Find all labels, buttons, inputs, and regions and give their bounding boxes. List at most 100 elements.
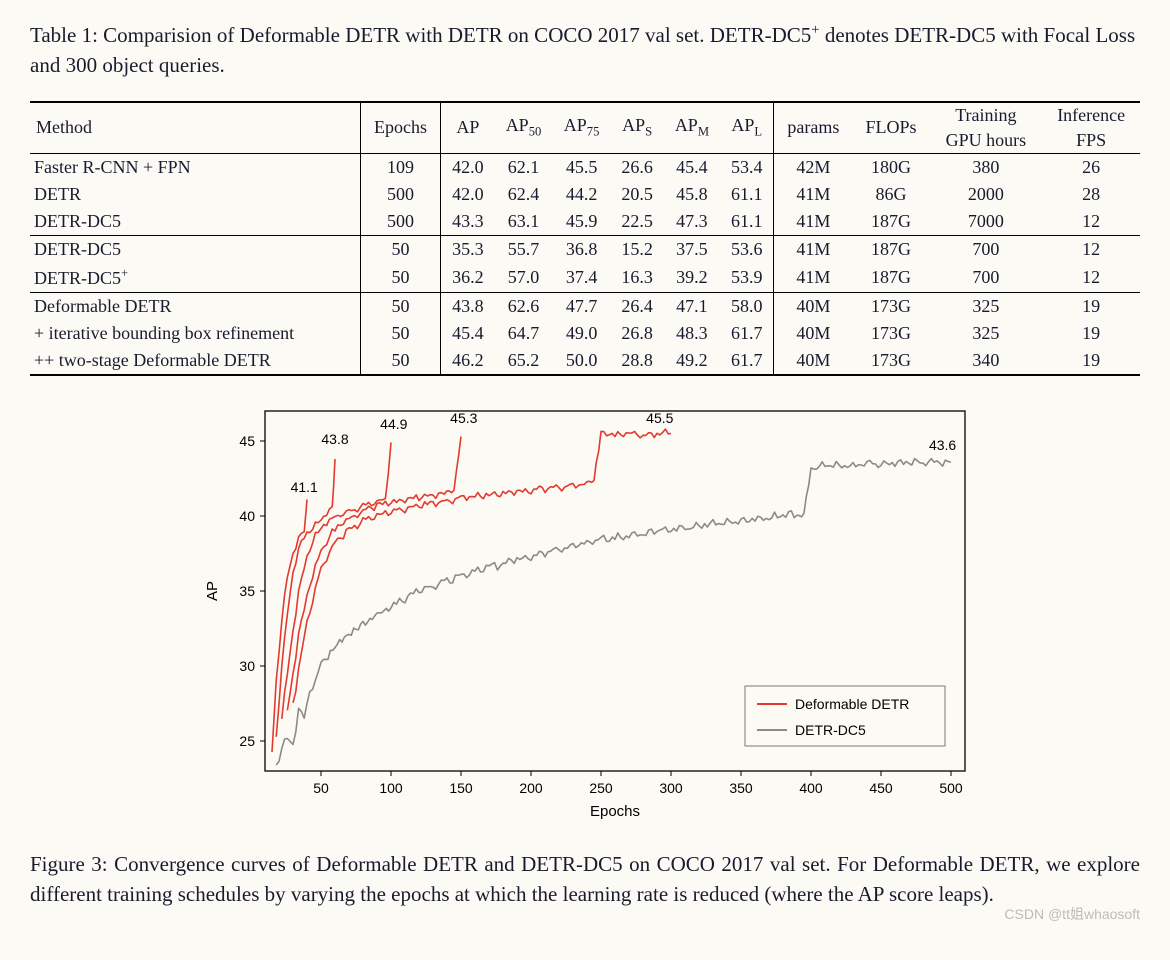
cell-ap50: 55.7 xyxy=(494,235,552,263)
cell-ap75: 45.5 xyxy=(553,153,611,181)
cell-train: 380 xyxy=(929,153,1042,181)
cell-train: 325 xyxy=(929,320,1042,347)
svg-text:43.8: 43.8 xyxy=(321,431,348,447)
comparison-table: Method Epochs AP AP50 AP75 APS APM APL p… xyxy=(30,101,1140,376)
cell-epochs: 50 xyxy=(360,320,441,347)
cell-method: DETR-DC5 xyxy=(30,208,360,236)
table-caption-text1: Comparision of Deformable DETR with DETR… xyxy=(98,23,811,47)
cell-epochs: 500 xyxy=(360,208,441,236)
cell-aps: 28.8 xyxy=(611,347,664,375)
cell-ap50: 64.7 xyxy=(494,320,552,347)
svg-text:45: 45 xyxy=(239,433,255,449)
cell-params: 41M xyxy=(774,208,853,236)
cell-apm: 45.4 xyxy=(664,153,720,181)
cell-flops: 187G xyxy=(853,263,930,293)
cell-flops: 187G xyxy=(853,235,930,263)
cell-flops: 173G xyxy=(853,320,930,347)
col-method: Method xyxy=(30,102,360,153)
cell-ap: 43.8 xyxy=(441,292,495,320)
convergence-chart: 501001502002503003504004505002530354045E… xyxy=(185,396,985,831)
svg-text:50: 50 xyxy=(313,780,329,796)
cell-apm: 37.5 xyxy=(664,235,720,263)
cell-ap: 36.2 xyxy=(441,263,495,293)
cell-apl: 53.4 xyxy=(720,153,774,181)
cell-apl: 61.1 xyxy=(720,181,774,208)
cell-method: DETR xyxy=(30,181,360,208)
cell-aps: 20.5 xyxy=(611,181,664,208)
table-caption: Table 1: Comparision of Deformable DETR … xyxy=(30,20,1140,81)
cell-apl: 61.7 xyxy=(720,320,774,347)
cell-train: 325 xyxy=(929,292,1042,320)
cell-epochs: 500 xyxy=(360,181,441,208)
cell-params: 40M xyxy=(774,292,853,320)
svg-text:45.3: 45.3 xyxy=(450,410,477,426)
figure-caption-text: Convergence curves of Deformable DETR an… xyxy=(30,852,1140,906)
col-training-l2: GPU hours xyxy=(929,128,1042,153)
cell-apm: 45.8 xyxy=(664,181,720,208)
cell-ap: 43.3 xyxy=(441,208,495,236)
cell-apm: 39.2 xyxy=(664,263,720,293)
cell-ap: 42.0 xyxy=(441,153,495,181)
col-epochs: Epochs xyxy=(360,102,441,153)
cell-method: DETR-DC5+ xyxy=(30,263,360,293)
cell-ap75: 50.0 xyxy=(553,347,611,375)
table-row: ++ two-stage Deformable DETR5046.265.250… xyxy=(30,347,1140,375)
cell-params: 42M xyxy=(774,153,853,181)
cell-train: 700 xyxy=(929,263,1042,293)
cell-ap50: 62.4 xyxy=(494,181,552,208)
cell-apl: 61.7 xyxy=(720,347,774,375)
cell-fps: 19 xyxy=(1042,347,1140,375)
cell-ap75: 49.0 xyxy=(553,320,611,347)
cell-flops: 187G xyxy=(853,208,930,236)
table-row: DETR-DC550043.363.145.922.547.361.141M18… xyxy=(30,208,1140,236)
cell-epochs: 50 xyxy=(360,235,441,263)
svg-text:300: 300 xyxy=(659,780,683,796)
cell-aps: 26.6 xyxy=(611,153,664,181)
cell-flops: 86G xyxy=(853,181,930,208)
cell-fps: 19 xyxy=(1042,292,1140,320)
cell-ap75: 37.4 xyxy=(553,263,611,293)
cell-ap75: 47.7 xyxy=(553,292,611,320)
svg-text:AP: AP xyxy=(204,581,221,601)
svg-text:41.1: 41.1 xyxy=(291,479,318,495)
cell-aps: 26.8 xyxy=(611,320,664,347)
cell-params: 41M xyxy=(774,181,853,208)
cell-method: DETR-DC5 xyxy=(30,235,360,263)
cell-apm: 49.2 xyxy=(664,347,720,375)
cell-aps: 15.2 xyxy=(611,235,664,263)
table-row: DETR-DC5+5036.257.037.416.339.253.941M18… xyxy=(30,263,1140,293)
cell-ap50: 63.1 xyxy=(494,208,552,236)
table-caption-prefix: Table 1: xyxy=(30,23,98,47)
col-aps: APS xyxy=(611,102,664,153)
cell-train: 2000 xyxy=(929,181,1042,208)
cell-flops: 173G xyxy=(853,292,930,320)
table-row: Deformable DETR5043.862.647.726.447.158.… xyxy=(30,292,1140,320)
cell-fps: 12 xyxy=(1042,235,1140,263)
svg-text:450: 450 xyxy=(869,780,893,796)
cell-ap50: 62.1 xyxy=(494,153,552,181)
cell-ap50: 57.0 xyxy=(494,263,552,293)
svg-text:30: 30 xyxy=(239,658,255,674)
cell-ap50: 65.2 xyxy=(494,347,552,375)
svg-text:350: 350 xyxy=(729,780,753,796)
cell-fps: 12 xyxy=(1042,263,1140,293)
cell-apm: 48.3 xyxy=(664,320,720,347)
cell-method: ++ two-stage Deformable DETR xyxy=(30,347,360,375)
svg-text:100: 100 xyxy=(379,780,403,796)
chart-svg: 501001502002503003504004505002530354045E… xyxy=(185,396,985,826)
svg-text:400: 400 xyxy=(799,780,823,796)
col-ap50: AP50 xyxy=(494,102,552,153)
svg-text:500: 500 xyxy=(939,780,963,796)
cell-apl: 58.0 xyxy=(720,292,774,320)
col-ap75: AP75 xyxy=(553,102,611,153)
cell-ap: 46.2 xyxy=(441,347,495,375)
col-apl: APL xyxy=(720,102,774,153)
table-row: Faster R-CNN + FPN10942.062.145.526.645.… xyxy=(30,153,1140,181)
cell-train: 700 xyxy=(929,235,1042,263)
table-row: DETR50042.062.444.220.545.861.141M86G200… xyxy=(30,181,1140,208)
svg-text:200: 200 xyxy=(519,780,543,796)
cell-ap: 45.4 xyxy=(441,320,495,347)
cell-fps: 28 xyxy=(1042,181,1140,208)
cell-ap75: 44.2 xyxy=(553,181,611,208)
cell-fps: 26 xyxy=(1042,153,1140,181)
